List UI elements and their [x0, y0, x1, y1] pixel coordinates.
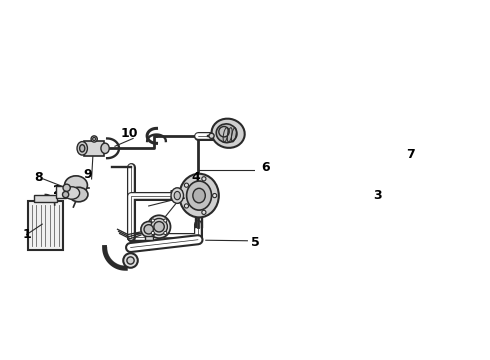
- Ellipse shape: [171, 188, 183, 203]
- Text: 9: 9: [84, 168, 92, 181]
- Ellipse shape: [64, 187, 80, 199]
- Circle shape: [209, 133, 214, 139]
- Circle shape: [144, 225, 153, 234]
- Ellipse shape: [65, 176, 87, 194]
- Ellipse shape: [187, 181, 212, 210]
- Ellipse shape: [69, 187, 88, 202]
- Circle shape: [123, 253, 138, 268]
- Circle shape: [202, 177, 206, 181]
- Text: 5: 5: [251, 236, 260, 249]
- Circle shape: [127, 257, 134, 264]
- Text: 10: 10: [121, 127, 138, 140]
- Text: 7: 7: [407, 148, 416, 161]
- Circle shape: [91, 136, 98, 142]
- Ellipse shape: [212, 119, 245, 148]
- Ellipse shape: [219, 126, 229, 137]
- Text: 1: 1: [22, 228, 31, 241]
- Ellipse shape: [101, 143, 109, 153]
- Ellipse shape: [77, 141, 87, 155]
- Ellipse shape: [80, 145, 85, 152]
- Bar: [34, 194, 57, 202]
- Text: 2: 2: [53, 184, 62, 197]
- Circle shape: [151, 231, 154, 234]
- Text: 8: 8: [34, 171, 43, 184]
- Ellipse shape: [216, 124, 237, 143]
- Circle shape: [164, 219, 167, 222]
- Circle shape: [147, 215, 171, 238]
- Text: 3: 3: [373, 189, 382, 202]
- Ellipse shape: [193, 188, 205, 203]
- Circle shape: [63, 184, 70, 192]
- Ellipse shape: [174, 192, 180, 200]
- Bar: [84, 141, 103, 156]
- Text: 11: 11: [169, 189, 186, 202]
- Circle shape: [154, 221, 164, 232]
- Text: 4: 4: [191, 171, 200, 184]
- Ellipse shape: [179, 174, 219, 217]
- Bar: [56, 186, 66, 198]
- Text: 6: 6: [261, 161, 270, 174]
- Circle shape: [184, 183, 189, 187]
- Bar: [145, 236, 153, 240]
- Circle shape: [151, 219, 168, 235]
- Circle shape: [202, 210, 206, 215]
- Circle shape: [141, 221, 156, 237]
- Circle shape: [151, 219, 154, 222]
- Circle shape: [63, 192, 69, 198]
- Circle shape: [164, 231, 167, 234]
- Bar: [28, 201, 63, 250]
- Circle shape: [184, 204, 189, 208]
- Circle shape: [213, 194, 217, 198]
- Circle shape: [93, 138, 96, 140]
